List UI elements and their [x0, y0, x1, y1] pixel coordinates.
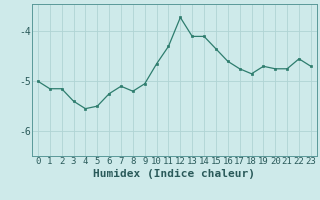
X-axis label: Humidex (Indice chaleur): Humidex (Indice chaleur) [93, 169, 255, 179]
